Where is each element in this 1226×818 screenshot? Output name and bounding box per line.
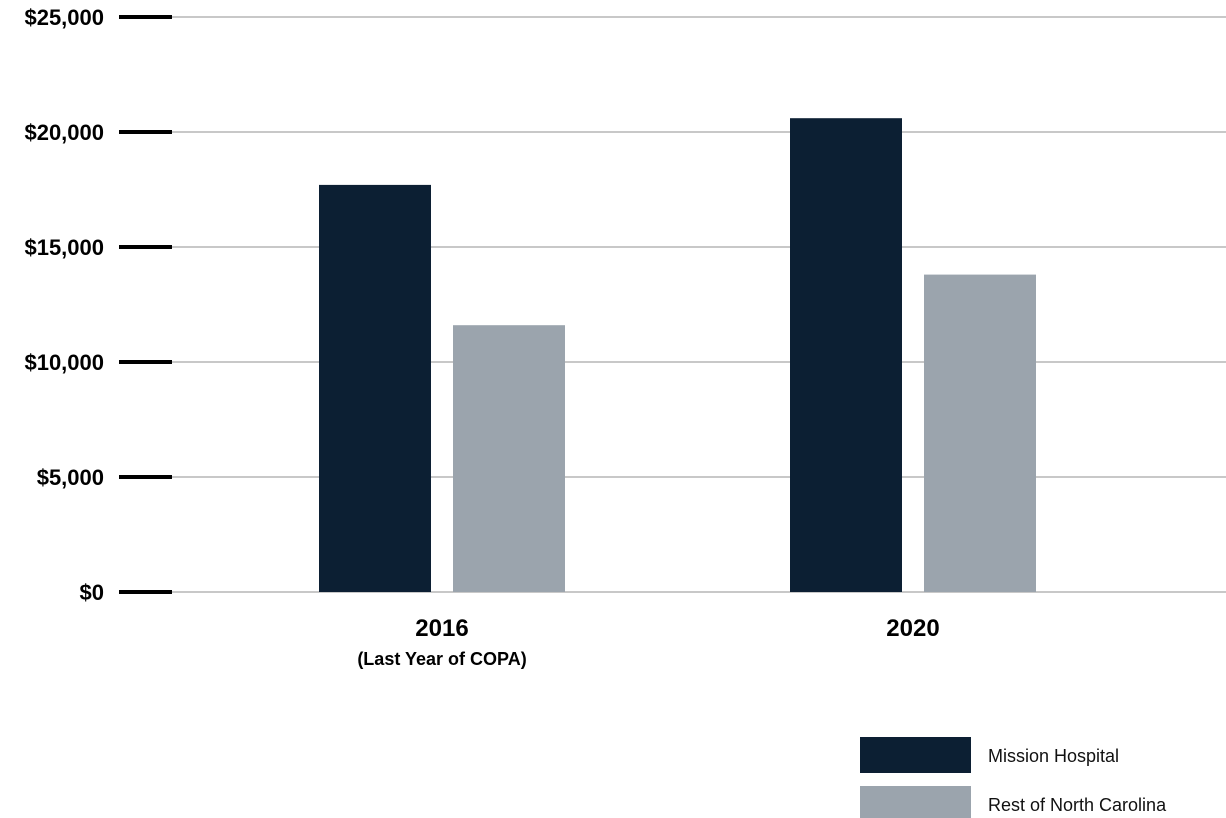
y-tick-label: $10,000 — [24, 350, 104, 375]
legend-swatch — [860, 737, 971, 773]
x-category-label: 2020 — [886, 615, 939, 642]
y-tick-label: $0 — [80, 580, 104, 605]
x-axis: 2016 (Last Year of COPA) 2020 — [357, 615, 939, 669]
bar-rest-of-north-carolina-2020 — [924, 274, 1036, 592]
legend-label: Rest of North Carolina — [988, 795, 1167, 815]
y-axis: $0 $5,000 $10,000 $15,000 $20,000 $25,000 — [24, 5, 172, 605]
legend-label: Mission Hospital — [988, 746, 1119, 766]
y-tick-label: $5,000 — [37, 465, 104, 490]
x-category-sublabel: (Last Year of COPA) — [357, 649, 526, 669]
x-category-label: 2016 — [415, 615, 468, 642]
y-tick-label: $25,000 — [24, 5, 104, 30]
y-tick-label: $20,000 — [24, 120, 104, 145]
legend-swatch — [860, 786, 971, 818]
bar-mission-hospital-2016 — [319, 184, 431, 592]
bars — [319, 118, 1036, 592]
bar-rest-of-north-carolina-2016 — [453, 325, 565, 592]
bar-mission-hospital-2020 — [790, 118, 902, 592]
y-tick-label: $15,000 — [24, 235, 104, 260]
legend: Mission Hospital Rest of North Carolina — [860, 737, 1167, 818]
